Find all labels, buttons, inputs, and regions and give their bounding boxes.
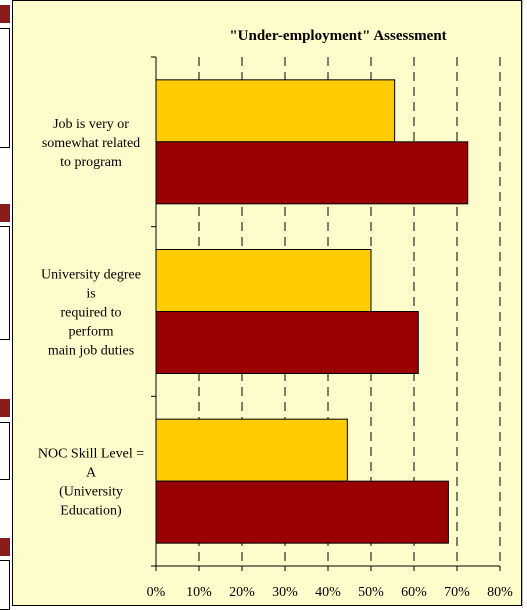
bar-maroon	[155, 141, 469, 205]
strip-header-1	[0, 5, 10, 23]
category-label: University degree is required to perform mai…	[41, 268, 141, 359]
category-label: NOC Skill Level = A (University Education)	[38, 447, 144, 519]
x-tick-label: 70%	[444, 585, 470, 600]
x-tick-label: 0%	[147, 585, 166, 600]
bar-maroon	[155, 311, 419, 374]
category-label-line: somewhat related	[42, 136, 140, 151]
bar-maroon	[155, 480, 449, 544]
category-label: Job is very or somewhat related to program	[42, 117, 140, 170]
category-label-line: University degree	[41, 268, 141, 283]
bar-gold	[155, 79, 396, 143]
category-label-line: Education)	[60, 504, 122, 519]
x-tick-label: 20%	[229, 585, 255, 600]
bars	[155, 79, 469, 544]
x-tick-label: 40%	[315, 585, 341, 600]
strip-box-3	[0, 422, 10, 480]
strip-header-4	[0, 538, 10, 556]
strip-box-1	[0, 28, 10, 148]
axes	[151, 56, 501, 571]
category-label-line: required to	[60, 306, 121, 321]
category-label-line: perform	[68, 325, 113, 340]
category-label-line: (University	[59, 485, 123, 500]
category-label-line: main job duties	[48, 344, 134, 359]
chart-title: "Under-employment" Assessment	[229, 28, 446, 44]
category-label-line: NOC Skill Level =	[38, 447, 144, 462]
tick-labels: 0% 10% 20% 30% 40% 50% 60% 70% 80%	[147, 585, 514, 600]
category-label-line: A	[86, 466, 97, 481]
x-tick-label: 80%	[487, 585, 513, 600]
strip-box-2	[0, 226, 10, 340]
x-tick-label: 60%	[401, 585, 427, 600]
x-tick-label: 30%	[272, 585, 298, 600]
left-panel-strip	[0, 0, 12, 610]
x-tick-label: 10%	[186, 585, 212, 600]
category-label-line: is	[86, 287, 95, 302]
strip-header-2	[0, 204, 10, 222]
category-label-line: to program	[60, 155, 122, 170]
bar-gold	[155, 418, 348, 482]
bar-gold	[155, 249, 372, 312]
window-edge	[522, 0, 523, 608]
category-labels: Job is very or somewhat related to program…	[38, 117, 144, 519]
strip-header-3	[0, 399, 10, 417]
category-label-line: Job is very or	[53, 117, 129, 132]
x-tick-label: 50%	[358, 585, 384, 600]
